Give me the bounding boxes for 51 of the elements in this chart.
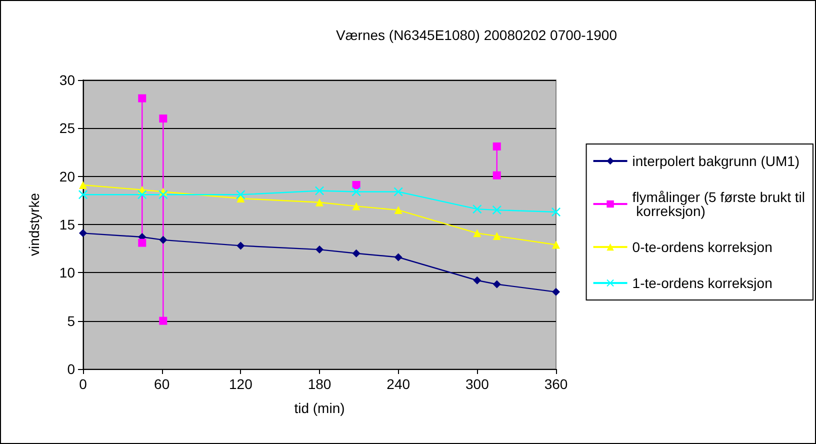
point <box>394 206 402 214</box>
point <box>352 249 360 258</box>
point <box>316 246 324 254</box>
point <box>352 181 360 190</box>
legend-label: 1-te-ordens korreksjon <box>632 275 772 291</box>
x-tick-label: 360 <box>544 376 568 392</box>
point <box>473 229 482 238</box>
x-tick-label: 0 <box>79 376 88 392</box>
y-tick-label: 30 <box>59 72 76 88</box>
y-tick-label: 25 <box>59 120 76 136</box>
point <box>158 190 168 200</box>
legend-label: flymålinger (5 første brukt til korreksjon) <box>632 189 806 219</box>
point <box>472 204 482 214</box>
x-tick-label: 60 <box>154 376 170 392</box>
x-tick-label: 180 <box>308 376 332 392</box>
x-tick-label: 120 <box>228 376 253 392</box>
y-tick-label: 5 <box>67 312 76 329</box>
point <box>492 206 502 215</box>
point <box>394 253 402 262</box>
point <box>352 202 360 210</box>
point <box>492 142 501 150</box>
point <box>552 288 560 296</box>
y-tick-label: 10 <box>59 264 76 281</box>
point <box>316 198 324 206</box>
point <box>473 276 482 284</box>
legend-label: 0-te-ordens korreksjon <box>632 239 772 255</box>
y-tick-label: 15 <box>59 216 76 232</box>
point <box>236 242 245 250</box>
point <box>79 229 87 238</box>
legend-label: interpolert bakgrunn (UM1) <box>632 153 800 169</box>
y-axis-title: vindstyrke <box>26 192 42 256</box>
point <box>492 232 501 240</box>
point <box>79 181 87 190</box>
point <box>492 171 501 180</box>
x-tick-label: 240 <box>386 376 410 392</box>
point <box>159 316 168 325</box>
point <box>78 190 88 200</box>
point <box>159 114 168 123</box>
point <box>138 190 147 200</box>
point <box>315 186 324 196</box>
y-tick-label: 0 <box>67 361 76 377</box>
point <box>552 240 560 249</box>
point <box>138 94 146 102</box>
point <box>492 280 501 288</box>
chart-title: Værnes (N6345E1080) 20080202 0700-1900 <box>336 27 618 43</box>
point <box>159 236 168 244</box>
point <box>138 238 146 247</box>
y-tick-label: 20 <box>59 168 76 184</box>
point <box>236 190 246 200</box>
x-tick-label: 300 <box>465 376 490 392</box>
x-axis-title: tid (min) <box>294 400 345 416</box>
